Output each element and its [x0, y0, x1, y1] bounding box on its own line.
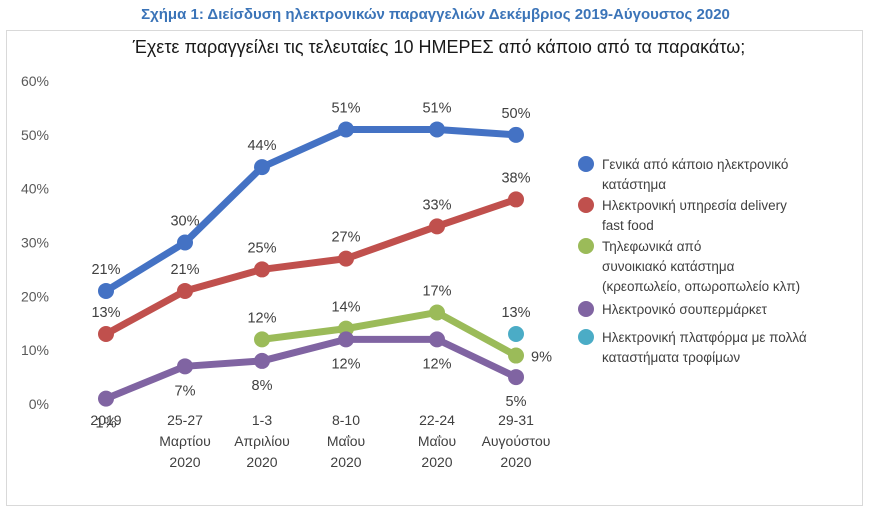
x-tick-label: 8-10 Μαΐου 2020 [327, 412, 365, 470]
series-2: 13% 21% 25% 27% 33% 38% [91, 170, 531, 343]
legend-label: Ηλεκτρονική υπηρεσία delivery fast food [602, 198, 787, 233]
data-point [508, 369, 524, 386]
series-line [102, 335, 520, 403]
x-tick-label: 1-3 Απριλίου 2020 [234, 412, 290, 470]
data-point [98, 282, 114, 299]
data-point [508, 126, 524, 143]
legend-entry: Τηλεφωνικά από συνοικιακό κατάστημα (κρεοπ… [578, 238, 800, 294]
data-label: 21% [170, 262, 199, 278]
data-label: 14% [331, 300, 360, 316]
data-point [254, 159, 270, 176]
data-label: 12% [422, 356, 451, 372]
y-tick-label: 0% [29, 396, 49, 412]
series-3: 12% 14% 17% 9% [247, 283, 552, 365]
data-label: 51% [422, 100, 451, 116]
data-point [429, 218, 445, 235]
y-tick-label: 10% [21, 342, 49, 358]
data-point [338, 331, 354, 348]
legend-marker [578, 301, 594, 317]
x-tick-label: 22-24 Μαΐου 2020 [418, 412, 456, 470]
data-label: 30% [170, 214, 199, 230]
x-axis: 2019 25-27 Μαρτίου 2020 1-3 Απριλίου 2020 8-10 Μ… [90, 412, 550, 470]
y-tick-label: 60% [21, 73, 49, 89]
data-point [177, 234, 193, 251]
legend: Γενικά από κάποιο ηλεκτρονικό κατάστημα Ηλ… [578, 156, 807, 365]
data-label: 7% [175, 383, 196, 399]
legend-marker [578, 329, 594, 345]
y-tick-label: 20% [21, 288, 49, 304]
data-point [254, 331, 270, 348]
legend-label: Ηλεκτρονική πλατφόρμα με πολλά καταστήματ… [602, 330, 807, 365]
data-label: 33% [422, 197, 451, 213]
data-point [338, 121, 354, 138]
data-label: 1% [96, 416, 117, 432]
line-chart: Έχετε παραγγείλει τις τελευταίες 10 ΗΜΕΡ… [21, 37, 807, 470]
legend-entry: Ηλεκτρονική πλατφόρμα με πολλά καταστήματ… [578, 329, 807, 365]
data-label: 50% [501, 106, 530, 122]
legend-entry: Γενικά από κάποιο ηλεκτρονικό κατάστημα [578, 156, 788, 192]
legend-label: Ηλεκτρονικό σουπερμάρκετ [602, 302, 768, 317]
y-axis: 0% 10% 20% 30% 40% 50% 60% [21, 73, 49, 412]
legend-entry: Ηλεκτρονικό σουπερμάρκετ [578, 301, 768, 317]
data-label: 12% [247, 310, 276, 326]
data-point [338, 250, 354, 267]
data-point [254, 261, 270, 278]
data-label: 8% [252, 378, 273, 394]
chart-frame: Έχετε παραγγείλει τις τελευταίες 10 ΗΜΕΡ… [6, 30, 863, 506]
data-label: 17% [422, 283, 451, 299]
data-label: 13% [91, 305, 120, 321]
data-label: 51% [331, 100, 360, 116]
series-line [258, 308, 520, 360]
legend-marker [578, 238, 594, 254]
x-tick-label: 2019 [90, 412, 121, 428]
y-tick-label: 30% [21, 235, 49, 251]
series-group: 21%30%44%51% 51% 50%13%21%25%27%33%38%12%1… [91, 100, 552, 431]
x-tick-label: 29-31 Αυγούστου 2020 [482, 412, 551, 470]
figure-caption: Σχήμα 1: Διείσδυση ηλεκτρονικών παραγγελ… [141, 6, 730, 23]
chart-subtitle: Έχετε παραγγείλει τις τελευταίες 10 ΗΜΕΡ… [132, 37, 746, 57]
y-tick-label: 50% [21, 127, 49, 143]
x-tick-label: 25-27 Μαρτίου 2020 [159, 412, 211, 470]
series-4: 1% 7% 8% 12% 12% 5% [96, 331, 527, 432]
data-label: 5% [506, 394, 527, 410]
series-1: 21% 30% 44% 51% 51% 50% [91, 100, 531, 299]
legend-label: Τηλεφωνικά από συνοικιακό κατάστημα (κρεοπ… [602, 239, 800, 294]
y-tick-label: 40% [21, 181, 49, 197]
data-point [508, 191, 524, 208]
data-point [508, 326, 524, 343]
data-point [98, 326, 114, 343]
series-line [102, 195, 520, 338]
data-label: 21% [91, 262, 120, 278]
data-point [429, 331, 445, 348]
data-label: 38% [501, 170, 530, 186]
data-label: 12% [331, 356, 360, 372]
data-label: 25% [247, 240, 276, 256]
data-point [177, 282, 193, 299]
legend-marker [578, 197, 594, 213]
series-5: 13% [501, 305, 531, 343]
data-label: 13% [501, 305, 530, 321]
data-point [508, 347, 524, 364]
data-point [429, 121, 445, 138]
legend-marker [578, 156, 594, 172]
data-point [254, 352, 270, 369]
data-label: 44% [247, 138, 276, 154]
legend-entry: Ηλεκτρονική υπηρεσία delivery fast food [578, 197, 787, 233]
legend-label: Γενικά από κάποιο ηλεκτρονικό κατάστημα [602, 157, 788, 192]
data-label: 27% [331, 230, 360, 246]
series-line [102, 125, 520, 295]
data-point [177, 358, 193, 375]
data-point [429, 304, 445, 321]
data-point [98, 390, 114, 407]
data-label: 9% [531, 350, 552, 366]
